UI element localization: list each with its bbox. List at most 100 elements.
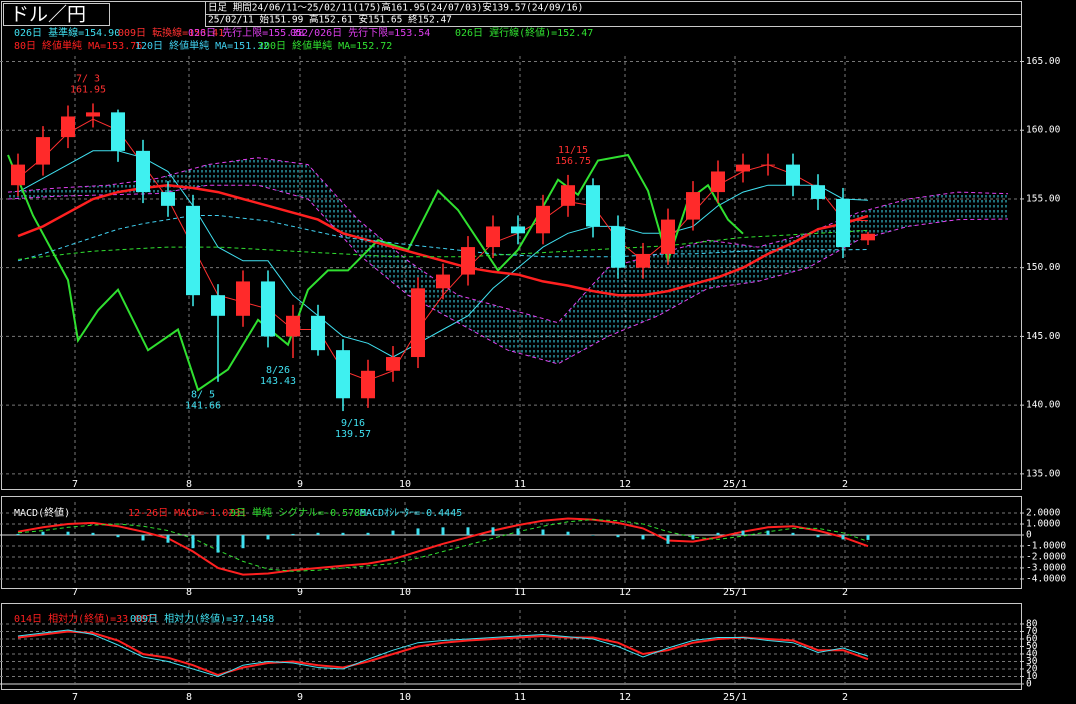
x-tick-label: 2: [842, 587, 848, 598]
candle-body: [711, 171, 725, 193]
annotation: 143.43: [260, 376, 296, 387]
chart-title: ドル／円: [10, 4, 86, 26]
y-tick-label: 155.00: [1026, 193, 1061, 204]
histogram-bar: [591, 535, 595, 536]
y-tick-label: 1.0000: [1026, 519, 1061, 530]
candle-body: [161, 192, 175, 206]
histogram-bar: [341, 532, 345, 536]
histogram-bar: [266, 535, 270, 540]
histogram-bar: [366, 532, 370, 536]
series-line: [17, 517, 869, 576]
annotation: 156.75: [555, 156, 591, 167]
x-tick-label: 2: [842, 692, 848, 703]
y-tick-label: 80: [1026, 618, 1038, 629]
histogram-bar: [691, 535, 695, 540]
legend-entry: 200日 終値単純 MA=152.72: [258, 39, 392, 52]
histogram-bar: [191, 535, 195, 549]
x-tick-label: 25/1: [723, 587, 747, 598]
y-tick-label: 30: [1026, 656, 1038, 667]
histogram-bar: [791, 532, 795, 536]
legend-entry: 014日 相対力(終値)=33.0871: [14, 612, 158, 625]
candle-body: [261, 281, 275, 337]
legend-entry: MACDｵｼﾚｰﾀｰ=-0.4445: [360, 507, 462, 519]
candle-body: [661, 219, 675, 254]
candle-body: [836, 198, 850, 248]
candle-body: [286, 315, 300, 337]
histogram-bar: [141, 535, 145, 541]
histogram-bar: [291, 533, 295, 536]
candle-body: [386, 357, 400, 371]
annotation: 8/ 5: [191, 389, 215, 400]
histogram-bar: [66, 531, 70, 536]
x-tick-label: 9: [297, 587, 303, 598]
y-tick-label: 135.00: [1026, 468, 1061, 479]
candle-body: [511, 226, 525, 234]
x-tick-label: 2: [842, 479, 848, 490]
y-tick-label: -4.0000: [1026, 573, 1066, 584]
candle-body: [111, 112, 125, 151]
candle-body: [786, 164, 800, 186]
candle-body: [736, 164, 750, 172]
legend-entry: 009日 相対力(終値)=37.1458: [130, 612, 274, 625]
histogram-bar: [441, 527, 445, 536]
candle-body: [611, 226, 625, 268]
annotation: 8/26: [266, 365, 290, 376]
histogram-bar: [116, 535, 120, 538]
candle-body: [586, 185, 600, 227]
candle-body: [361, 370, 375, 399]
macd-frame: [1, 496, 1022, 589]
candle-body: [86, 112, 100, 117]
series-line: [17, 183, 869, 297]
x-tick-label: 7: [72, 479, 78, 490]
series-line: [17, 215, 869, 262]
series-line: [7, 153, 744, 392]
legend-entry: 052/026日 先行下限=153.54: [290, 26, 430, 39]
candle-body: [861, 233, 875, 241]
cloud: [8, 157, 1008, 364]
x-tick-label: 11: [514, 479, 526, 490]
histogram-bar: [516, 528, 520, 536]
legend-entry: 12-26日 MACD=-1.0231: [128, 508, 246, 519]
histogram-bar: [16, 533, 20, 536]
main-frame: [1, 1, 1022, 490]
candle-body: [436, 274, 450, 289]
series-line: [17, 630, 869, 677]
candle-body: [561, 185, 575, 206]
candle-body: [136, 150, 150, 193]
histogram-bar: [216, 535, 220, 553]
histogram-bar: [166, 535, 170, 543]
y-tick-label: 150.00: [1026, 262, 1061, 273]
title-box: [3, 3, 110, 26]
candle-body: [211, 295, 225, 316]
x-tick-label: 10: [399, 587, 411, 598]
histogram-bar: [541, 529, 545, 536]
series-line: [17, 229, 869, 260]
x-tick-label: 25/1: [723, 692, 747, 703]
y-tick-label: -1.0000: [1026, 540, 1066, 551]
y-tick-label: -2.0000: [1026, 551, 1066, 562]
candle-body: [311, 315, 325, 351]
histogram-bar: [41, 531, 45, 536]
candle-body: [61, 116, 75, 138]
candle-body: [11, 164, 25, 186]
x-tick-label: 12: [619, 692, 631, 703]
x-tick-label: 8: [186, 479, 192, 490]
annotation: 161.95: [70, 84, 106, 95]
series-line: [7, 184, 1009, 365]
candle-body: [811, 185, 825, 199]
candle-body: [336, 350, 350, 399]
legend-entry: 120日 終値単純 MA=151.32: [135, 39, 269, 52]
histogram-bar: [741, 530, 745, 536]
legend-entry: 026日 先行上限=155.38: [188, 26, 304, 39]
y-tick-label: 70: [1026, 626, 1038, 637]
y-tick-label: 60: [1026, 633, 1038, 644]
histogram-bar: [866, 535, 870, 540]
x-tick-label: 8: [186, 587, 192, 598]
chart-subtitle: 25/02/11 始151.99 高152.61 安151.65 終152.47: [208, 14, 452, 26]
candle-body: [536, 205, 550, 234]
x-tick-label: 10: [399, 692, 411, 703]
y-tick-label: -3.0000: [1026, 562, 1066, 573]
histogram-bar: [616, 535, 620, 538]
histogram-bar: [716, 532, 720, 536]
